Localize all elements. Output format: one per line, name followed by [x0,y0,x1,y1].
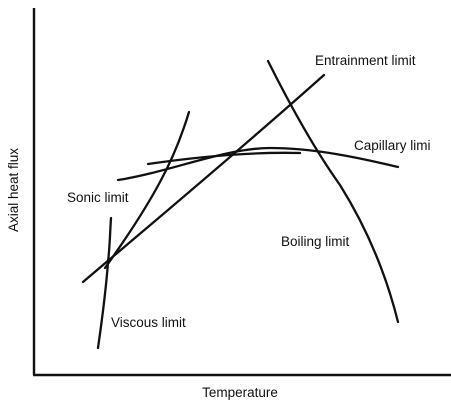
entrainment-limit-label: Entrainment limit [315,53,416,68]
viscous-limit-curve [96,216,113,350]
capillary-limit-label: Capillary limi [354,138,431,153]
y-axis-label: Axial heat flux [6,148,21,232]
entrainment-limit-curve [81,73,326,284]
viscous-limit-label: Viscous limit [111,315,186,330]
sonic-limit-label: Sonic limit [67,190,129,205]
sonic-limit-curve [103,110,191,270]
capillary-cross-curve [146,151,302,166]
capillary-limit-curve [116,146,400,182]
boiling-limit-label: Boiling limit [281,234,350,249]
x-axis-label: Temperature [202,385,278,400]
boiling-limit-curve [266,59,400,324]
